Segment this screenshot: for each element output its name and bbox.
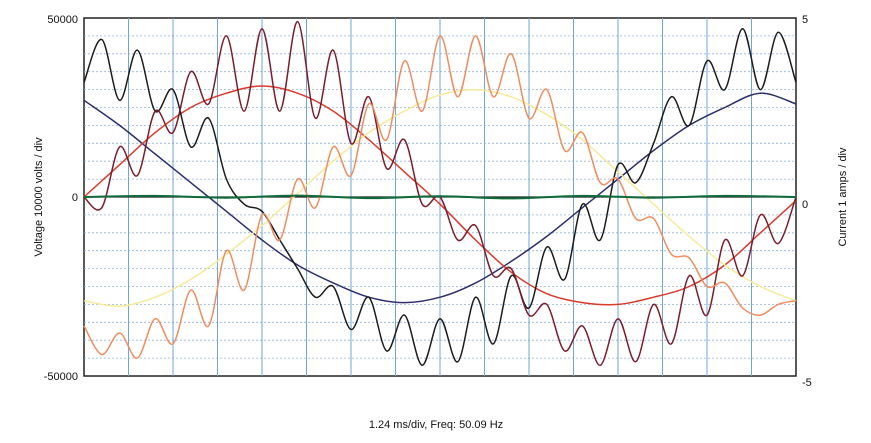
x-axis-caption: 1.24 ms/div, Freq: 50.09 Hz [369,419,503,431]
series-line-2 [83,88,797,307]
right-tick-zero: 0 [802,199,808,211]
series-line-3 [83,27,797,367]
right-axis-title: Current 1 amps / div [837,147,849,247]
series-line-1 [83,85,797,306]
series-line-5 [83,35,797,359]
left-tick-bottom: -50000 [44,371,78,383]
right-tick-top: 5 [802,14,808,26]
left-axis-title: Voltage 10000 volts / div [33,137,45,257]
series-layer [83,20,797,367]
left-tick-top: 50000 [47,14,78,26]
series-line-0 [83,92,797,304]
series-line-4 [83,20,797,367]
series-line-6 [83,194,797,200]
right-tick-bottom: -5 [802,377,812,389]
left-tick-zero: 0 [72,192,78,204]
